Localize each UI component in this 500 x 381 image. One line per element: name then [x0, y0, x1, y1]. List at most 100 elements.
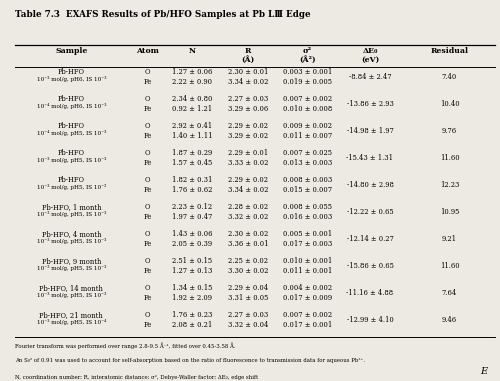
Text: 2.27 ± 0.03: 2.27 ± 0.03 [228, 311, 268, 319]
Text: 1.27 ± 0.13: 1.27 ± 0.13 [172, 267, 212, 275]
Text: 2.29 ± 0.02: 2.29 ± 0.02 [228, 176, 268, 184]
Text: σ²
(Å²): σ² (Å²) [299, 47, 316, 64]
Text: 1.40 ± 1.11: 1.40 ± 1.11 [172, 132, 213, 140]
Text: -12.22 ± 0.65: -12.22 ± 0.65 [346, 208, 394, 216]
Text: 2.30 ± 0.02: 2.30 ± 0.02 [228, 230, 268, 238]
Text: Pb-HFO: Pb-HFO [58, 122, 85, 130]
Text: O: O [145, 311, 150, 319]
Text: -13.86 ± 2.93: -13.86 ± 2.93 [346, 101, 394, 109]
Text: -11.16 ± 4.88: -11.16 ± 4.88 [346, 290, 394, 298]
Text: 9.21: 9.21 [442, 235, 457, 243]
Text: 1.97 ± 0.47: 1.97 ± 0.47 [172, 213, 212, 221]
Text: 10⁻⁴ mol/g, pH5, IS 10⁻³: 10⁻⁴ mol/g, pH5, IS 10⁻³ [36, 130, 106, 136]
Text: 3.34 ± 0.02: 3.34 ± 0.02 [228, 78, 268, 86]
Text: 2.23 ± 0.12: 2.23 ± 0.12 [172, 203, 212, 211]
Text: O: O [145, 95, 150, 103]
Text: Pb-HFO: Pb-HFO [58, 68, 85, 76]
Text: O: O [145, 230, 150, 238]
Text: 9.76: 9.76 [442, 127, 457, 135]
Text: 1.92 ± 2.09: 1.92 ± 2.09 [172, 295, 212, 303]
Text: 0.017 ± 0.009: 0.017 ± 0.009 [283, 295, 332, 303]
Text: 2.27 ± 0.03: 2.27 ± 0.03 [228, 95, 268, 103]
Text: 0.011 ± 0.007: 0.011 ± 0.007 [283, 132, 332, 140]
Text: O: O [145, 176, 150, 184]
Text: Pb-HFO, 9 month: Pb-HFO, 9 month [42, 257, 101, 265]
Text: Fe: Fe [144, 78, 152, 86]
Text: 0.004 ± 0.002: 0.004 ± 0.002 [283, 284, 332, 292]
Text: 2.29 ± 0.01: 2.29 ± 0.01 [228, 149, 268, 157]
Text: O: O [145, 122, 150, 130]
Text: Fe: Fe [144, 295, 152, 303]
Text: -14.80 ± 2.98: -14.80 ± 2.98 [346, 181, 394, 189]
Text: ΔE₀
(eV): ΔE₀ (eV) [361, 47, 379, 64]
Text: Pb-HFO: Pb-HFO [58, 176, 85, 184]
Text: Fe: Fe [144, 267, 152, 275]
Text: 12.23: 12.23 [440, 181, 459, 189]
Text: Pb-HFO, 1 month: Pb-HFO, 1 month [42, 203, 101, 211]
Text: An S₀² of 0.91 was used to account for self-absorption based on the ratio of flu: An S₀² of 0.91 was used to account for s… [15, 359, 365, 363]
Text: 0.019 ± 0.005: 0.019 ± 0.005 [283, 78, 332, 86]
Text: 3.29 ± 0.06: 3.29 ± 0.06 [228, 106, 268, 114]
Text: 7.40: 7.40 [442, 74, 457, 82]
Text: 10⁻³ mol/g, pH5, IS 10⁻³: 10⁻³ mol/g, pH5, IS 10⁻³ [36, 265, 106, 271]
Text: 7.64: 7.64 [442, 290, 457, 298]
Text: 0.92 ± 1.21: 0.92 ± 1.21 [172, 106, 212, 114]
Text: 10⁻³ mol/g, pH5, IS 10⁻⁴: 10⁻³ mol/g, pH5, IS 10⁻⁴ [36, 319, 106, 325]
Text: 3.32 ± 0.04: 3.32 ± 0.04 [228, 322, 268, 330]
Text: Pb-HFO, 14 month: Pb-HFO, 14 month [40, 284, 103, 292]
Text: 10⁻³ mol/g, pH5, IS 10⁻³: 10⁻³ mol/g, pH5, IS 10⁻³ [36, 157, 106, 163]
Text: 10.95: 10.95 [440, 208, 459, 216]
Text: Fe: Fe [144, 106, 152, 114]
Text: 10.40: 10.40 [440, 101, 460, 109]
Text: O: O [145, 257, 150, 265]
Text: 11.60: 11.60 [440, 154, 460, 162]
Text: 3.34 ± 0.02: 3.34 ± 0.02 [228, 186, 268, 194]
Text: 2.25 ± 0.02: 2.25 ± 0.02 [228, 257, 268, 265]
Text: 0.007 ± 0.025: 0.007 ± 0.025 [283, 149, 332, 157]
Text: O: O [145, 149, 150, 157]
Text: 0.016 ± 0.003: 0.016 ± 0.003 [283, 213, 332, 221]
Text: 10⁻³ mol/g, pH5, IS 10⁻³: 10⁻³ mol/g, pH5, IS 10⁻³ [36, 238, 106, 244]
Text: Fe: Fe [144, 132, 152, 140]
Text: 1.43 ± 0.06: 1.43 ± 0.06 [172, 230, 213, 238]
Text: 2.34 ± 0.80: 2.34 ± 0.80 [172, 95, 212, 103]
Text: 0.005 ± 0.001: 0.005 ± 0.001 [283, 230, 332, 238]
Text: Fe: Fe [144, 213, 152, 221]
Text: 1.76 ± 0.23: 1.76 ± 0.23 [172, 311, 212, 319]
Text: 0.013 ± 0.003: 0.013 ± 0.003 [283, 159, 332, 167]
Text: 2.22 ± 0.90: 2.22 ± 0.90 [172, 78, 212, 86]
Text: O: O [145, 68, 150, 76]
Text: 10⁻³ mol/g, pH6, IS 10⁻³: 10⁻³ mol/g, pH6, IS 10⁻³ [36, 76, 106, 82]
Text: -15.86 ± 0.65: -15.86 ± 0.65 [346, 263, 394, 271]
Text: Fourier transform was performed over range 2.8-9.5 Å⁻¹, fitted over 0.45-3.58 Å.: Fourier transform was performed over ran… [15, 342, 235, 349]
Text: 0.017 ± 0.001: 0.017 ± 0.001 [283, 322, 332, 330]
Text: Sample: Sample [55, 47, 88, 55]
Text: 2.05 ± 0.39: 2.05 ± 0.39 [172, 240, 212, 248]
Text: 0.008 ± 0.003: 0.008 ± 0.003 [283, 176, 332, 184]
Text: 3.32 ± 0.02: 3.32 ± 0.02 [228, 213, 268, 221]
Text: 3.30 ± 0.02: 3.30 ± 0.02 [228, 267, 268, 275]
Text: N, coordination number; R, interatomic distance; σ², Debye-Waller factor; ΔE₀, e: N, coordination number; R, interatomic d… [15, 375, 258, 380]
Text: 10⁻⁴ mol/g, pH6, IS 10⁻³: 10⁻⁴ mol/g, pH6, IS 10⁻³ [36, 103, 106, 109]
Text: 0.008 ± 0.055: 0.008 ± 0.055 [283, 203, 332, 211]
Text: 10⁻³ mol/g, pH5, IS 10⁻³: 10⁻³ mol/g, pH5, IS 10⁻³ [36, 211, 106, 217]
Text: 2.08 ± 0.21: 2.08 ± 0.21 [172, 322, 212, 330]
Text: 0.009 ± 0.002: 0.009 ± 0.002 [283, 122, 332, 130]
Text: Fe: Fe [144, 240, 152, 248]
Text: 0.003 ± 0.001: 0.003 ± 0.001 [283, 68, 332, 76]
Text: Table 7.3  EXAFS Results of Pb/HFO Samples at Pb LⅢ⁠ Edge: Table 7.3 EXAFS Results of Pb/HFO Sample… [15, 10, 310, 19]
Text: 1.82 ± 0.31: 1.82 ± 0.31 [172, 176, 212, 184]
Text: 2.29 ± 0.04: 2.29 ± 0.04 [228, 284, 268, 292]
Text: 1.76 ± 0.62: 1.76 ± 0.62 [172, 186, 212, 194]
Text: N: N [189, 47, 196, 55]
Text: Residual: Residual [430, 47, 469, 55]
Text: 1.87 ± 0.29: 1.87 ± 0.29 [172, 149, 212, 157]
Text: 3.33 ± 0.02: 3.33 ± 0.02 [228, 159, 268, 167]
Text: O: O [145, 284, 150, 292]
Text: -8.84 ± 2.47: -8.84 ± 2.47 [348, 74, 392, 82]
Text: Pb-HFO: Pb-HFO [58, 95, 85, 103]
Text: R
(Å): R (Å) [242, 47, 255, 64]
Text: E: E [480, 367, 488, 376]
Text: 10⁻³ mol/g, pH5, IS 10⁻²: 10⁻³ mol/g, pH5, IS 10⁻² [36, 184, 106, 190]
Text: -12.14 ± 0.27: -12.14 ± 0.27 [346, 235, 394, 243]
